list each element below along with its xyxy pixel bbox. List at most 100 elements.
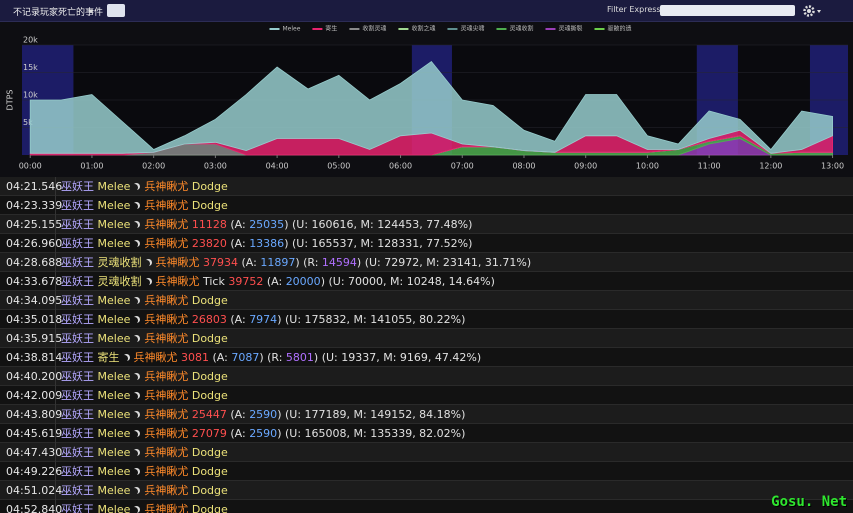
log-ability: Melee [97, 484, 131, 497]
log-ability: Melee [97, 180, 131, 193]
log-ability: Melee [97, 370, 131, 383]
moon-icon [145, 259, 152, 266]
log-source: 巫妖王 [61, 484, 94, 497]
log-entry: 巫妖王 Melee 兵神瞅尤 Dodge [61, 500, 228, 513]
log-source: 巫妖王 [61, 294, 94, 307]
moon-icon [133, 221, 140, 228]
log-time: 04:40.200 [6, 370, 63, 383]
log-entry: 巫妖王 Melee 兵神瞅尤 Dodge [61, 196, 228, 215]
legend-label: 收割灵魂 [362, 25, 386, 33]
log-time: 04:34.095 [6, 294, 63, 307]
log-target: 兵神瞅尤 [144, 180, 189, 193]
x-tick-label: 07:00 [451, 162, 474, 171]
log-target: 兵神瞅尤 [144, 389, 189, 402]
log-ability: Melee [97, 408, 131, 421]
log-row: 04:33.678 巫妖王 灵魂收割 兵神瞅尤 Tick 39752 (A: 200… [0, 272, 853, 291]
x-tick-label: 10:00 [636, 162, 659, 171]
log-entry: 巫妖王 Melee 兵神瞅尤 Dodge [61, 329, 228, 348]
log-detail: (A: [238, 256, 261, 269]
log-detail: Dodge [191, 332, 228, 345]
log-row: 04:35.018 巫妖王 Melee 兵神瞅尤 26803 (A: 7974) (… [0, 310, 853, 329]
log-detail: 27079 [191, 427, 227, 440]
log-detail: 11897 [260, 256, 296, 269]
log-detail: (A: [209, 351, 232, 364]
log-entry: 巫妖王 Melee 兵神瞅尤 26803 (A: 7974) (U: 175832… [61, 310, 465, 329]
log-time: 04:51.024 [6, 484, 63, 497]
log-detail: Dodge [191, 370, 228, 383]
combat-log: 04:21.546 巫妖王 Melee 兵神瞅尤 Dodge 04:23.339 巫妖王… [0, 177, 853, 513]
legend-label: 灵魂撕裂 [558, 25, 582, 33]
log-detail: Dodge [191, 389, 228, 402]
log-target: 兵神瞅尤 [155, 275, 200, 288]
log-time: 04:25.155 [6, 218, 63, 231]
x-tick-label: 01:00 [80, 162, 103, 171]
log-detail: 13386 [249, 237, 285, 250]
log-detail: Dodge [191, 199, 228, 212]
event-filter-dropdown[interactable]: 不记录玩家死亡的事件 [13, 8, 104, 18]
log-detail: 14594 [321, 256, 357, 269]
log-target: 兵神瞅尤 [144, 446, 189, 459]
dropdown-caret[interactable] [88, 10, 94, 13]
log-detail: ) (U: 19337, M: 9169, 47.42%) [313, 351, 482, 364]
log-entry: 巫妖王 Melee 兵神瞅尤 27079 (A: 2590) (U: 165008… [61, 424, 465, 443]
log-detail: 11128 [191, 218, 227, 231]
log-source: 巫妖王 [61, 313, 94, 326]
log-row: 04:51.024 巫妖王 Melee 兵神瞅尤 Dodge [0, 481, 853, 500]
log-detail: ) (U: 72972, M: 23141, 31.71%) [356, 256, 532, 269]
log-detail: Dodge [191, 294, 228, 307]
log-detail: Dodge [191, 446, 228, 459]
column-separator [55, 329, 56, 348]
log-detail: 3081 [181, 351, 209, 364]
log-entry: 巫妖王 Melee 兵神瞅尤 Dodge [61, 481, 228, 500]
log-row: 04:42.009 巫妖王 Melee 兵神瞅尤 Dodge [0, 386, 853, 405]
y-tick-label: 15k [23, 63, 38, 72]
toolbar: 不记录玩家死亡的事件 Filter Expression: [0, 0, 853, 22]
log-source: 巫妖王 [61, 237, 94, 250]
log-row: 04:25.155 巫妖王 Melee 兵神瞅尤 11128 (A: 25035) … [0, 215, 853, 234]
legend-label: 寄生 [325, 25, 337, 33]
log-source: 巫妖王 [61, 408, 94, 421]
column-separator [55, 405, 56, 424]
column-separator [55, 386, 56, 405]
column-separator [55, 424, 56, 443]
legend: Melee 寄生 收割灵魂 收割之魂 灵魂尖啸 灵魂收割 灵魂撕裂 驱散的遗 [269, 25, 632, 33]
toggle-button[interactable] [107, 4, 125, 17]
x-tick-label: 00:00 [19, 162, 42, 171]
log-time: 04:47.430 [6, 446, 63, 459]
log-row: 04:52.840 巫妖王 Melee 兵神瞅尤 Dodge [0, 500, 853, 513]
settings-button[interactable] [802, 3, 824, 19]
log-detail: 20000 [285, 275, 321, 288]
filter-label: Filter Expression: [607, 5, 676, 14]
moon-icon [133, 240, 140, 247]
log-source: 巫妖王 [61, 389, 94, 402]
log-time: 04:21.546 [6, 180, 63, 193]
log-source: 巫妖王 [61, 180, 94, 193]
watermark: Gosu. Net [771, 494, 847, 510]
log-time: 04:45.619 [6, 427, 63, 440]
log-detail: ) (U: 165008, M: 135339, 82.02%) [277, 427, 466, 440]
x-tick-label: 09:00 [574, 162, 597, 171]
filter-input[interactable] [660, 5, 795, 16]
log-entry: 巫妖王 Melee 兵神瞅尤 Dodge [61, 386, 228, 405]
log-time: 04:42.009 [6, 389, 63, 402]
log-detail: Tick [203, 275, 229, 288]
log-time: 04:38.814 [6, 351, 63, 364]
moon-icon [133, 297, 140, 304]
log-entry: 巫妖王 Melee 兵神瞅尤 25447 (A: 2590) (U: 177189… [61, 405, 465, 424]
column-separator [55, 310, 56, 329]
log-entry: 巫妖王 Melee 兵神瞅尤 Dodge [61, 177, 228, 196]
moon-icon [133, 335, 140, 342]
log-detail: 2590 [249, 427, 278, 440]
column-separator [55, 367, 56, 386]
log-entry: 巫妖王 Melee 兵神瞅尤 11128 (A: 25035) (U: 16061… [61, 215, 472, 234]
log-detail: 7974 [249, 313, 278, 326]
log-target: 兵神瞅尤 [144, 218, 189, 231]
log-row: 04:34.095 巫妖王 Melee 兵神瞅尤 Dodge [0, 291, 853, 310]
moon-icon [133, 183, 140, 190]
log-entry: 巫妖王 Melee 兵神瞅尤 Dodge [61, 443, 228, 462]
log-ability: 寄生 [97, 351, 120, 364]
log-ability: 灵魂收割 [97, 275, 142, 288]
log-entry: 巫妖王 Melee 兵神瞅尤 Dodge [61, 367, 228, 386]
legend-label: 灵魂收割 [509, 25, 533, 33]
